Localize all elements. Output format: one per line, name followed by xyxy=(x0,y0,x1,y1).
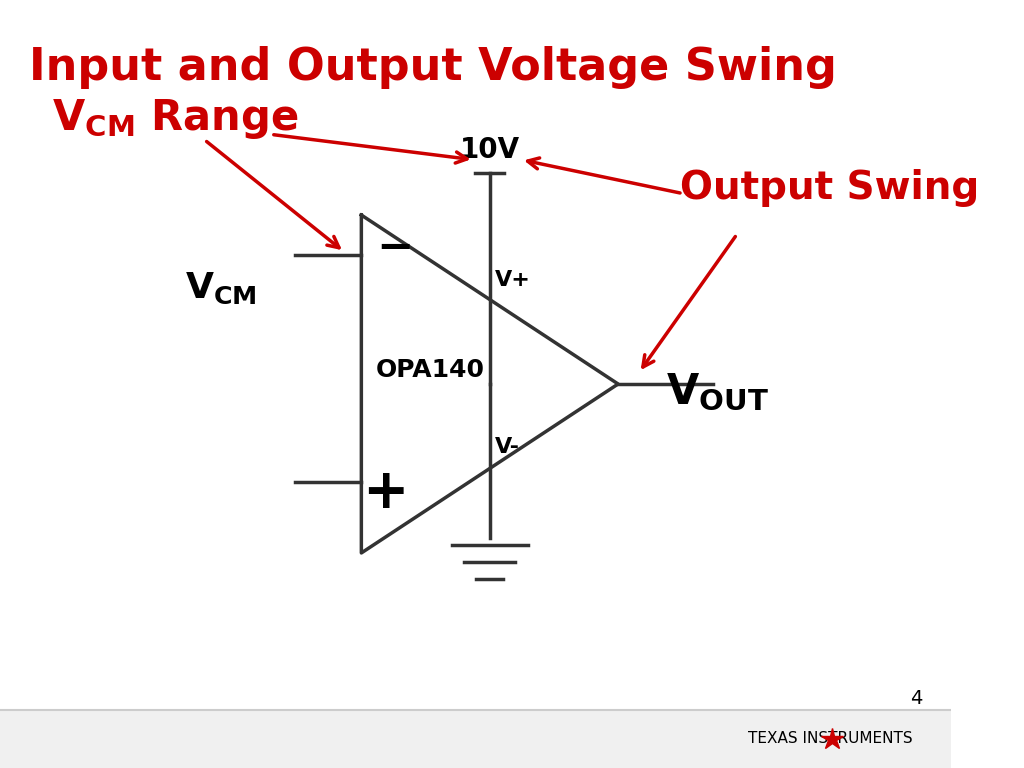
Text: OPA140: OPA140 xyxy=(376,358,484,382)
Text: $\mathbf{V_{OUT}}$: $\mathbf{V_{OUT}}$ xyxy=(666,371,768,412)
Text: $\mathbf{V_{CM}}$ Range: $\mathbf{V_{CM}}$ Range xyxy=(52,97,299,141)
Text: V+: V+ xyxy=(495,270,530,290)
FancyBboxPatch shape xyxy=(0,710,951,768)
Text: V-: V- xyxy=(495,437,519,457)
Text: Input and Output Voltage Swing: Input and Output Voltage Swing xyxy=(29,46,837,89)
Text: Output Swing: Output Swing xyxy=(680,169,979,207)
Text: −: − xyxy=(376,226,414,269)
Text: 10V: 10V xyxy=(460,136,520,164)
Text: $\mathbf{V_{CM}}$: $\mathbf{V_{CM}}$ xyxy=(185,270,257,306)
Text: TEXAS INSTRUMENTS: TEXAS INSTRUMENTS xyxy=(749,731,912,746)
Text: 4: 4 xyxy=(910,690,923,708)
Text: +: + xyxy=(361,466,409,520)
